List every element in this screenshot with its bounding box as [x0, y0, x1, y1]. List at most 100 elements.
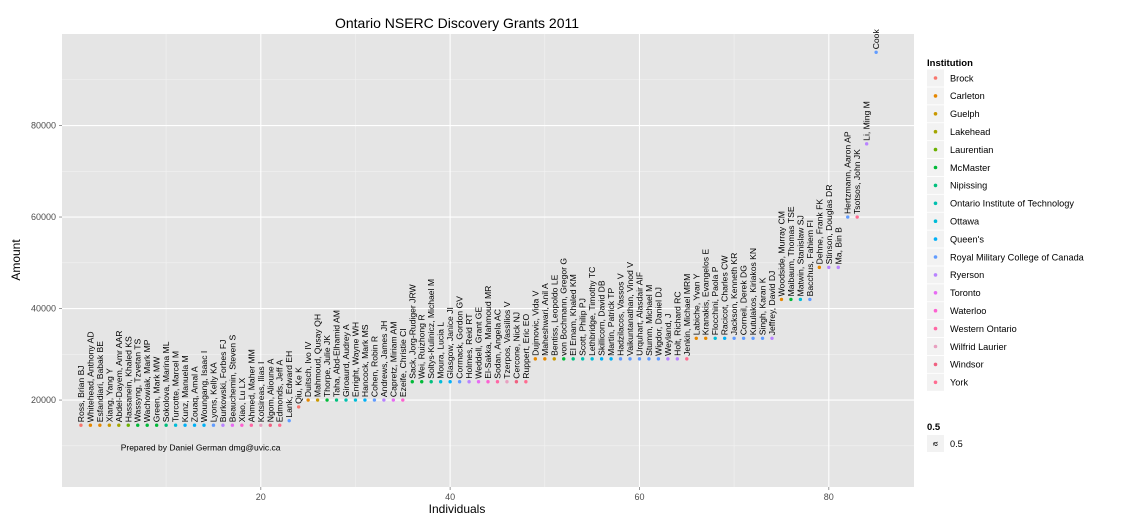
data-point: [609, 357, 613, 361]
point-label: Jeffrey, David DJ: [767, 271, 777, 336]
point-label: Edmonds, Jeff A: [275, 360, 285, 423]
data-point: [136, 423, 140, 427]
data-point: [713, 336, 717, 340]
point-label: Qiu, Ke K: [294, 367, 304, 404]
point-label: Woodside, Murray CM: [776, 211, 786, 296]
legend-swatch: [933, 112, 938, 116]
legend-label: Carleton: [950, 91, 985, 101]
point-label: Maheshwari, Anil A: [540, 283, 550, 356]
data-point: [334, 398, 339, 402]
data-point: [694, 336, 698, 340]
point-label: Kotsireas, Ilias I: [256, 362, 266, 423]
point-label: Andrews, James JH: [379, 321, 389, 397]
legend-swatch: [933, 308, 938, 313]
data-point: [192, 423, 197, 427]
point-label: Soltys-Kulinicz, Michael M: [426, 279, 436, 379]
point-label: Li, Ming M: [862, 101, 872, 141]
legend-label: Guelph: [950, 109, 980, 119]
data-point: [448, 380, 452, 384]
data-point: [618, 357, 623, 361]
point-label: Flocchini, Paola P: [710, 266, 720, 335]
point-label: Stumm, Michael M: [644, 285, 654, 356]
point-label: Xiao, Lu LX: [237, 378, 247, 423]
data-point: [580, 357, 585, 361]
legend-swatch: [933, 380, 938, 385]
axis-ticks: 20 40 60 80 20000 40000 60000 80000: [31, 121, 834, 502]
point-label: von Bochmann, Gregor G: [559, 258, 569, 356]
data-point: [391, 398, 396, 402]
data-point: [732, 336, 736, 340]
x-tick-label: 60: [634, 492, 644, 502]
data-point: [855, 215, 859, 219]
data-point: [420, 380, 424, 384]
point-label: Martin, Patrick TP: [606, 287, 616, 355]
data-point: [486, 380, 490, 384]
data-point: [722, 336, 727, 340]
data-point: [675, 357, 680, 361]
point-label: Matwin, Stanislaw SJ: [795, 215, 805, 296]
data-point: [88, 423, 93, 427]
point-label: Wigdor, Daniel DJ: [653, 287, 663, 356]
point-label: Xiang, Yang Y: [104, 368, 114, 422]
data-point: [685, 357, 689, 361]
legend-label: Laurentian: [950, 145, 993, 155]
point-label: Singh, Karan K: [758, 277, 768, 335]
point-label: Moura, Lucia L: [436, 322, 446, 379]
point-label: Woungang, Isaac I: [199, 351, 209, 423]
data-point: [817, 265, 822, 270]
data-point: [315, 398, 320, 402]
point-label: Sokolova, Marina ML: [161, 341, 171, 422]
point-label: Dujmovic, Vida V: [530, 290, 540, 356]
grid-lines: [62, 34, 914, 487]
legend-label: Western Ontario: [950, 324, 1017, 334]
point-label: Ahmed, Maher MM: [246, 349, 256, 422]
point-label: Hadzilacos, Vassos V: [616, 273, 626, 356]
data-point: [145, 423, 149, 427]
data-point: [599, 357, 604, 361]
data-point: [467, 380, 471, 384]
point-label: Kutulakos, Kiriakos KN: [748, 248, 758, 335]
point-label: Jenkin, Michael MRM: [682, 274, 692, 356]
legend-swatch: [933, 183, 938, 188]
point-label: Dehne, Frank FK: [814, 199, 824, 265]
point-label: Giroaurd, Audrey A: [341, 324, 351, 397]
point-label: Hassanein, Khaled KS: [123, 336, 133, 422]
legend-swatch: [933, 237, 938, 241]
legend-swatch: [933, 273, 938, 277]
data-point: [552, 357, 556, 361]
data-point: [126, 423, 130, 427]
legend-label: Brock: [950, 73, 974, 83]
data-point: [628, 357, 632, 361]
data-point: [154, 423, 159, 427]
data-point: [117, 423, 121, 427]
data-point: [98, 423, 102, 427]
point-label: El-Sakka, Mahmoud MR: [483, 286, 493, 379]
y-tick-label: 20000: [31, 395, 56, 405]
point-label: Lank, Edward EH: [284, 351, 294, 418]
point-label: Urquhart, Alasdair AIF: [634, 272, 644, 356]
data-point: [666, 357, 670, 361]
legend-label: Queen's: [950, 234, 984, 244]
legend-label: Ottawa: [950, 217, 980, 227]
data-point: [164, 423, 168, 427]
legend-swatch: [933, 76, 938, 80]
size-legend-symbol: a: [931, 441, 940, 446]
y-tick-label: 40000: [31, 304, 56, 314]
data-point: [249, 423, 254, 427]
point-label: Holt, Richard RC: [672, 291, 682, 355]
point-label: Maibaum, Thomas TSE: [786, 206, 796, 296]
data-point: [874, 50, 878, 55]
data-point: [543, 357, 547, 361]
data-point: [240, 423, 244, 427]
point-label: Ngom, Alioune A: [265, 358, 275, 422]
data-point: [760, 336, 765, 340]
legend-label: Lakehead: [950, 127, 990, 137]
point-label: Hancock, Mark MS: [360, 324, 370, 397]
data-points: Ross, Brian BJ Whitehead, Anthony AD Esfan…: [76, 29, 881, 427]
legend-swatch: [933, 129, 938, 134]
data-point: [495, 380, 500, 384]
point-label: Burkowski, Forbes FJ: [218, 340, 228, 423]
data-point: [372, 398, 377, 402]
point-label: Labiche, Yvan Y: [691, 273, 701, 335]
x-tick-label: 40: [445, 492, 455, 502]
